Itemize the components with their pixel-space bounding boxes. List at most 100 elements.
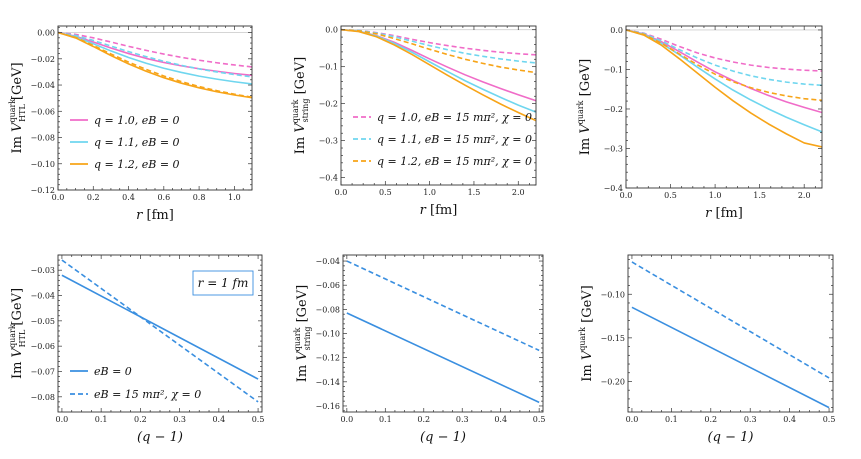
y-axis-v: V (580, 349, 595, 360)
y-tick-label: −0.08 (30, 134, 55, 143)
y-tick-label: −0.08 (30, 393, 55, 402)
x-tick-label: 0.1 (95, 415, 108, 424)
x-tick-label: 0.5 (533, 415, 546, 424)
legend-label: q = 1.2, eB = 0 (94, 158, 180, 171)
x-tick-label: 1.0 (423, 188, 436, 197)
y-axis-im: Im (578, 134, 593, 156)
legend-label: q = 1.1, eB = 15 mπ², χ = 0 (377, 133, 532, 146)
plot-frame (627, 254, 834, 413)
x-axis-var: (q − 1) (708, 430, 754, 445)
y-axis-sup: quark (578, 327, 587, 351)
y-axis-unit: [GeV] (295, 285, 310, 327)
x-axis-label: r [fm] (420, 203, 458, 218)
series-line-1 (341, 28, 536, 102)
x-tick-label: 0.0 (620, 191, 633, 200)
y-tick-label: −0.16 (315, 402, 340, 411)
y-axis-unit: [GeV] (293, 57, 308, 99)
y-tick-label: −0.14 (315, 378, 340, 387)
y-tick-label: −0.2 (604, 105, 623, 114)
y-tick-label: −0.3 (604, 144, 623, 153)
y-axis-sup: quark (293, 327, 302, 351)
series-line-2 (61, 259, 259, 403)
y-tick-label: −0.04 (315, 257, 340, 266)
plot-frame (340, 25, 537, 186)
series-line-4 (626, 29, 822, 72)
chart-panel-p2: 0.0 0.5 1.0 1.5 2.0 0.0 −0.1 −0.2 −0.3 −0.4 r [fm]… (291, 25, 537, 218)
y-axis-unit: [GeV] (10, 288, 25, 330)
x-axis-label: (q − 1) (708, 430, 754, 445)
y-axis-label: Im Vquark [GeV] (578, 285, 595, 381)
x-tick-label: 0.5 (252, 415, 265, 424)
y-axis-im: Im (580, 360, 595, 382)
series-line-1 (346, 312, 540, 404)
legend: q = 1.0, eB = 0 q = 1.1, eB = 0 q = 1.2, e… (70, 114, 180, 171)
y-axis-label: Im Vquarkstring [GeV] (291, 57, 310, 154)
x-tick-label: 0.6 (157, 193, 170, 202)
y-tick-label: −0.07 (30, 367, 55, 376)
series-line-2 (626, 29, 822, 133)
annotation-box (192, 270, 254, 296)
y-axis-label: Im VquarkHTL [GeV] (8, 62, 27, 153)
y-axis-label: Im VquarkHTL [GeV] (8, 288, 27, 379)
x-axis-unit: [fm] (430, 203, 457, 218)
y-axis-label: Im Vquarkstring [GeV] (293, 285, 312, 382)
series-line-2 (631, 261, 830, 379)
series-line-3 (626, 29, 822, 148)
plot-frame (625, 25, 823, 189)
x-tick-label: 0.3 (173, 415, 186, 424)
x-tick-label: 0.2 (417, 415, 430, 424)
y-tick-label: −0.12 (315, 354, 340, 363)
series-line-4 (58, 31, 252, 68)
x-axis-var: (q − 1) (420, 430, 466, 445)
y-tick-label: −0.10 (30, 160, 55, 169)
y-axis-unit: [GeV] (580, 285, 595, 327)
y-tick-label: 0.0 (610, 26, 623, 35)
series-line-3 (58, 31, 252, 99)
y-axis-v: V (295, 350, 310, 361)
chart-panel-p4: 0.0 0.1 0.2 0.3 0.4 0.5 −0.03 −0.04 −0.05 −0.06 −0… (8, 254, 265, 445)
x-tick-label: 0.2 (704, 415, 717, 424)
series-line-5 (58, 31, 252, 78)
series-line-1 (58, 31, 252, 77)
y-tick-label: 0.0 (325, 26, 338, 35)
y-tick-label: −0.15 (600, 334, 625, 343)
x-axis-var: r (705, 206, 715, 221)
legend: q = 1.0, eB = 15 mπ², χ = 0 q = 1.1, eB =… (353, 111, 532, 168)
x-tick-label: 0.3 (456, 415, 469, 424)
x-tick-label: 1.0 (228, 193, 241, 202)
series-line-5 (626, 29, 822, 87)
legend-label: q = 1.2, eB = 15 mπ², χ = 0 (377, 155, 532, 168)
series-line-6 (626, 29, 822, 102)
y-tick-label: 0.00 (37, 29, 55, 38)
y-axis-sub: HTL (18, 104, 27, 122)
series-line-1 (631, 306, 830, 409)
plot-frame (342, 254, 544, 413)
series-line-6 (341, 28, 536, 74)
x-tick-label: 2.0 (798, 191, 811, 200)
series-group (61, 259, 259, 403)
legend-label: q = 1.1, eB = 0 (94, 136, 180, 149)
x-tick-label: 0.0 (52, 193, 65, 202)
x-axis-unit: [fm] (716, 206, 743, 221)
chart-panel-p6: 0.0 0.1 0.2 0.3 0.4 0.5 −0.10 −0.15 −0.20 (q − 1)… (578, 254, 835, 445)
y-axis-unit: [GeV] (10, 62, 25, 104)
series-group (341, 28, 536, 122)
x-axis-var: r (136, 208, 146, 223)
y-tick-label: −0.2 (319, 100, 338, 109)
chart-panel-p3: 0.0 0.5 1.0 1.5 2.0 0.0 −0.1 −0.2 −0.3 −0.4 r [fm]… (576, 25, 823, 221)
series-line-6 (58, 31, 252, 99)
series-line-1 (61, 274, 259, 380)
y-tick-label: −0.4 (319, 174, 338, 183)
x-axis-label: (q − 1) (420, 430, 466, 445)
y-axis-v: V (293, 122, 308, 133)
y-tick-label: −0.3 (319, 137, 338, 146)
y-tick-label: −0.02 (30, 55, 55, 64)
y-tick-label: −0.08 (315, 305, 340, 314)
series-group (631, 261, 830, 409)
y-tick-label: −0.10 (315, 330, 340, 339)
series-line-3 (341, 28, 536, 122)
series-line-2 (346, 260, 540, 352)
legend-label: q = 1.0, eB = 15 mπ², χ = 0 (377, 111, 532, 124)
y-axis-sub: HTL (18, 329, 27, 347)
y-tick-label: −0.06 (30, 342, 55, 351)
